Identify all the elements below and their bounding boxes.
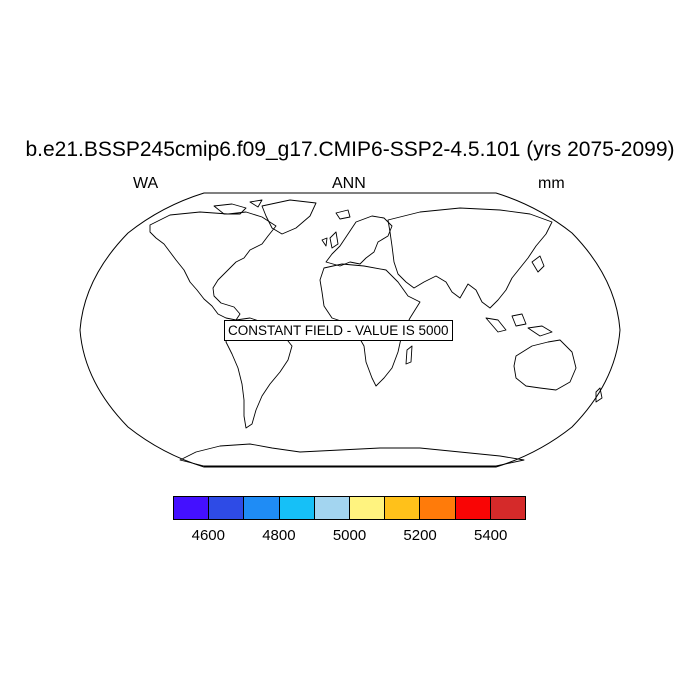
coast-antarctica xyxy=(179,443,525,467)
coast-japan xyxy=(531,255,545,273)
map-boundary xyxy=(79,192,621,468)
coast-africa xyxy=(319,263,421,387)
colorbar-box xyxy=(455,497,491,519)
colorbar-tick-label: 5000 xyxy=(332,527,367,544)
colorbar-labels: 4600 4800 5000 5200 5400 xyxy=(0,527,700,547)
coast-madagascar xyxy=(405,345,413,365)
colorbar-tick-label: 5200 xyxy=(403,527,437,544)
constant-field-label: CONSTANT FIELD - VALUE IS 5000 xyxy=(224,320,453,341)
coast-europe xyxy=(325,215,393,267)
colorbar-box xyxy=(209,497,245,519)
coast-australia xyxy=(513,339,577,391)
colorbar-tick-label: 5400 xyxy=(474,527,508,544)
coast-se-asia-islands xyxy=(485,313,553,337)
colorbar xyxy=(173,496,526,520)
coast-arctic-islands xyxy=(213,199,351,220)
coast-new-zealand xyxy=(595,387,603,403)
coast-greenland xyxy=(261,199,317,235)
colorbar-box xyxy=(385,497,421,519)
left-string: WA xyxy=(133,175,159,192)
colorbar-box xyxy=(174,497,210,519)
center-string: ANN xyxy=(332,175,366,192)
colorbar-box xyxy=(420,497,456,519)
coast-north-america xyxy=(149,211,277,321)
coast-british-isles xyxy=(321,231,339,249)
colorbar-box xyxy=(244,497,280,519)
coast-asia xyxy=(387,207,553,309)
colorbar-box xyxy=(314,497,351,519)
colorbar-box xyxy=(279,497,315,519)
plot-title: b.e21.BSSP245cmip6.f09_g17.CMIP6-SSP2-4.… xyxy=(25,138,675,161)
colorbar-tick-label: 4800 xyxy=(262,527,296,544)
right-string: mm xyxy=(538,175,565,192)
colorbar-box xyxy=(490,497,526,519)
colorbar-box xyxy=(350,497,386,519)
colorbar-tick-label: 4600 xyxy=(191,527,225,544)
